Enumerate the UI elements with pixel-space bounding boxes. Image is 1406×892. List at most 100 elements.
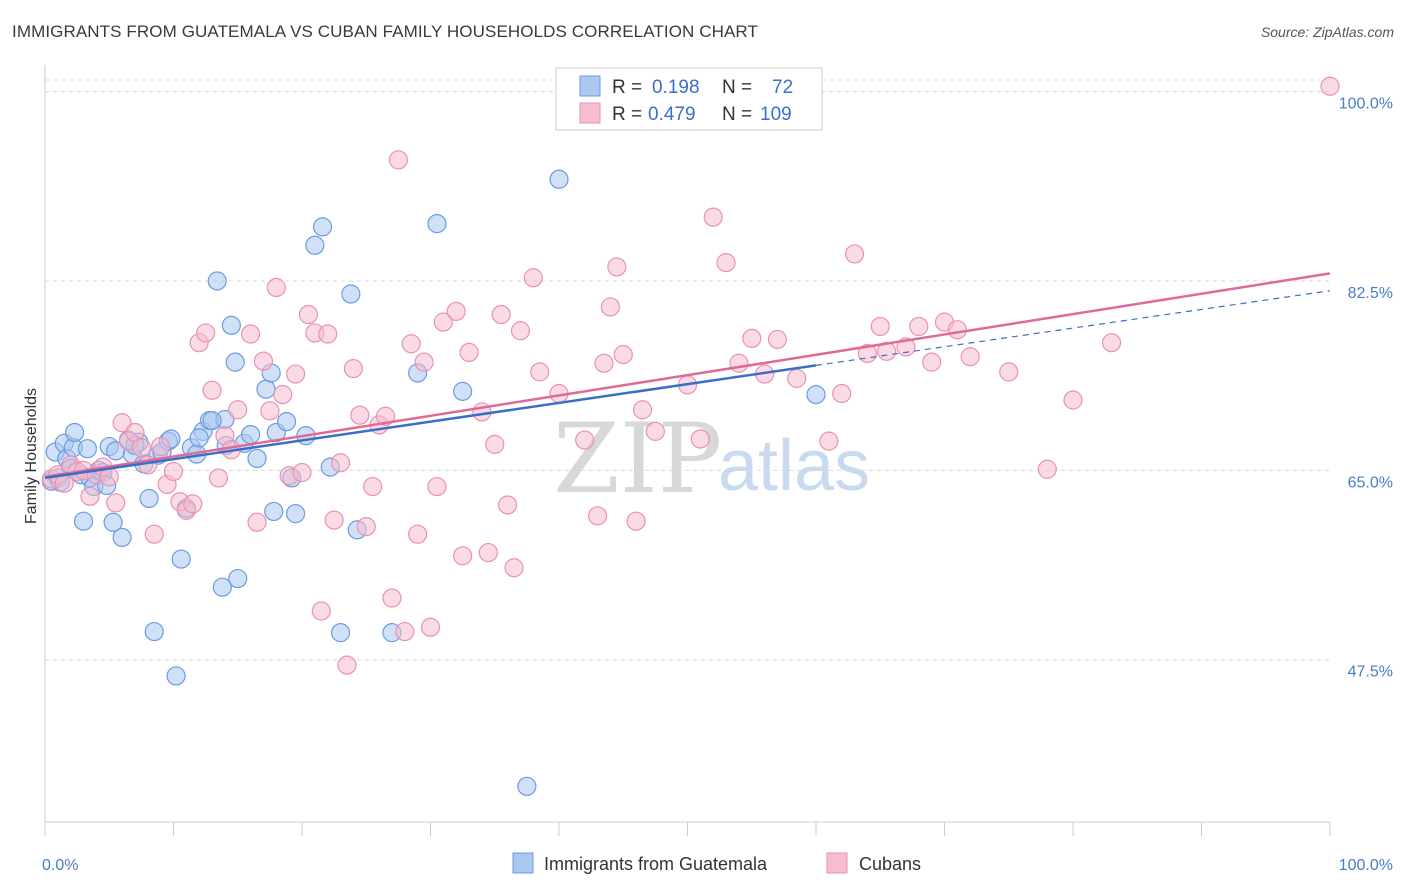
guatemala-point <box>166 666 186 686</box>
cubans-point <box>690 429 710 449</box>
cubans-point <box>311 601 331 621</box>
cubans-point <box>433 312 453 332</box>
guatemala-point <box>517 776 537 796</box>
cubans-point <box>106 493 126 513</box>
cubans-point <box>626 511 646 531</box>
y-tick-label: 47.5% <box>1348 664 1393 681</box>
cubans-point <box>382 588 402 608</box>
cubans-point <box>922 352 942 372</box>
bottom-legend-label-guatemala: Immigrants from Guatemala <box>544 854 768 874</box>
cubans-point <box>1101 333 1122 353</box>
bottom-legend-swatch-pink <box>826 852 848 874</box>
guatemala-point <box>202 410 222 431</box>
guatemala-point <box>330 623 351 643</box>
cubans-point <box>144 524 164 544</box>
cubans-point <box>266 277 286 298</box>
cubans-point <box>318 324 338 344</box>
cubans-point <box>960 347 980 367</box>
cubans-point <box>183 494 203 514</box>
chart-title: IMMIGRANTS FROM GUATEMALA VS CUBAN FAMIL… <box>12 22 758 41</box>
cubans-point <box>427 476 447 497</box>
cubans-point <box>202 380 222 400</box>
x-tick-labels: 0.0% 100.0% <box>42 857 1393 874</box>
legend: R = 0.198 N = 72 R = 0.479 N = 109 <box>555 67 823 131</box>
cubans-point <box>401 334 421 354</box>
guatemala-point <box>171 549 191 569</box>
cubans-point <box>787 368 807 388</box>
cubans-point <box>363 476 383 497</box>
guatemala-point <box>276 412 297 432</box>
cubans-point <box>844 244 865 264</box>
legend-n-value: 72 <box>772 77 793 98</box>
cubans-point <box>498 495 518 515</box>
cubans-point <box>819 431 839 451</box>
cubans-point <box>196 323 216 343</box>
guatemala-point <box>312 217 333 237</box>
axes <box>44 65 1331 836</box>
guatemala-point <box>225 352 245 372</box>
cubans-point <box>459 342 479 363</box>
guatemala-point <box>285 504 306 524</box>
cubans-point <box>600 297 621 317</box>
y-tick-label: 82.5% <box>1348 285 1393 302</box>
cubans-point <box>253 351 274 371</box>
series-cubans-points <box>41 76 1340 675</box>
cubans-point <box>375 406 396 426</box>
cubans-point <box>337 655 357 675</box>
cubans-point <box>491 304 511 325</box>
source-credit: Source: ZipAtlas.com <box>1260 24 1394 40</box>
cubans-point <box>909 316 929 337</box>
cubans-point <box>247 512 267 532</box>
guatemala-point <box>112 527 132 548</box>
legend-n-label: N = <box>722 77 752 98</box>
cubans-point <box>80 486 100 506</box>
guatemala-point <box>241 425 261 445</box>
cubans-point <box>510 321 531 341</box>
guatemala-point <box>103 512 123 532</box>
cubans-point <box>414 352 434 372</box>
legend-r-value: 0.479 <box>648 104 696 125</box>
cubans-point <box>408 524 428 544</box>
y-tick-labels: 47.5% 65.0% 82.5% 100.0% <box>1339 96 1393 681</box>
x-tick-label: 0.0% <box>42 857 78 874</box>
legend-r-value: 0.198 <box>652 77 700 98</box>
guatemala-point <box>256 379 276 399</box>
y-tick-label: 65.0% <box>1348 474 1393 491</box>
guatemala-point <box>212 577 232 597</box>
guatemala-point <box>189 428 209 448</box>
guatemala-point <box>247 448 267 469</box>
cubans-point <box>613 344 633 365</box>
cubans-point <box>645 421 665 441</box>
cubans-point <box>947 320 967 340</box>
cubans-point <box>343 359 363 379</box>
y-tick-label: 100.0% <box>1339 96 1393 113</box>
guatemala-point <box>549 169 569 189</box>
cubans-point <box>388 150 408 170</box>
guatemala-point <box>139 488 159 509</box>
cubans-point <box>716 252 736 273</box>
guatemala-trendline <box>44 364 817 480</box>
cubans-point <box>1037 459 1057 479</box>
legend-n-label: N = <box>722 104 752 125</box>
trendlines <box>44 272 1331 480</box>
guatemala-point <box>453 381 473 401</box>
cubans-point <box>594 353 614 373</box>
cubans-point <box>523 268 543 288</box>
bottom-legend: Immigrants from Guatemala Cubans <box>512 852 921 874</box>
guatemala-point <box>427 214 447 234</box>
guatemala-point <box>264 501 284 522</box>
y-axis-title: Family Households <box>23 388 40 524</box>
watermark-atlas: atlas <box>718 426 870 506</box>
cubans-point <box>131 438 151 458</box>
legend-n-value: 109 <box>760 104 792 125</box>
legend-r-label: R = <box>612 77 642 98</box>
cubans-point <box>530 362 550 382</box>
cubans-point <box>504 558 524 578</box>
cubans-point <box>292 462 312 483</box>
legend-swatch-blue <box>579 75 601 97</box>
cubans-point <box>870 316 890 337</box>
cubans-point <box>273 385 293 405</box>
cubans-point <box>324 510 344 530</box>
cubans-point <box>446 301 466 321</box>
